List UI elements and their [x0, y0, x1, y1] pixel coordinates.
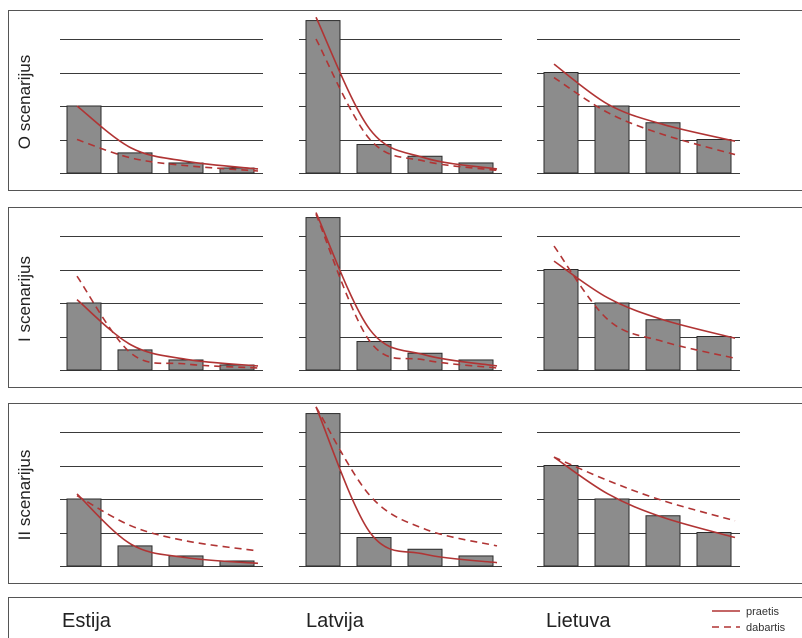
bar [305, 20, 341, 174]
legend-label-praetis: praetis [746, 606, 780, 618]
curve-praetis [315, 212, 498, 367]
curve-dabartis [76, 494, 259, 552]
curve-praetis [553, 63, 736, 142]
bar [117, 152, 153, 174]
curve-dabartis [553, 456, 736, 522]
bar [305, 217, 341, 371]
row-label: O scenarijus [15, 55, 34, 149]
country-label-estija: Estija [62, 610, 112, 632]
bar [168, 555, 204, 567]
curve-praetis [76, 105, 259, 170]
bar [117, 545, 153, 567]
row-label: II scenarijus [15, 450, 34, 541]
panel-frame [8, 10, 802, 191]
bar [594, 302, 630, 371]
curve-praetis [76, 493, 259, 565]
bar [696, 532, 732, 567]
panel-frame [8, 207, 802, 388]
bar [66, 105, 102, 174]
bar [645, 319, 681, 371]
bar [168, 162, 204, 174]
bar [696, 139, 732, 174]
bar [543, 465, 579, 567]
bar [356, 537, 392, 567]
curve-praetis [315, 16, 498, 170]
bar [407, 155, 443, 174]
curve-dabartis [553, 76, 736, 156]
bar [543, 72, 579, 174]
curve-dabartis [315, 406, 498, 547]
bar [66, 302, 102, 371]
scenario-panels: O scenarijus I scenarijus II scenarijus [8, 10, 802, 584]
curve-praetis [315, 406, 498, 564]
bar [696, 336, 732, 371]
country-label-latvija: Latvija [306, 610, 365, 632]
legend: praetis dabartis [712, 606, 786, 634]
legend-label-dabartis: dabartis [746, 622, 786, 634]
bottom-label-panel: Estija Latvija Lietuva praetis dabartis [8, 597, 802, 638]
curve-dabartis [553, 245, 736, 360]
bar [594, 105, 630, 174]
bar [356, 144, 392, 174]
scenario-panel-3: II scenarijus [8, 403, 802, 584]
row-label: I scenarijus [15, 256, 34, 342]
curve-praetis [553, 456, 736, 539]
curve-dabartis [76, 138, 259, 172]
curve-dabartis [315, 38, 498, 172]
bar [543, 269, 579, 371]
curve-dabartis [315, 213, 498, 369]
curve-dabartis [76, 275, 259, 369]
bar [117, 349, 153, 371]
scenario-panel-2: I scenarijus [8, 207, 802, 388]
curve-praetis [76, 299, 259, 367]
scenario-panel-1: O scenarijus [8, 10, 802, 191]
bar [407, 352, 443, 371]
panel-frame [8, 403, 802, 584]
country-label-lietuva: Lietuva [546, 610, 611, 632]
bar [305, 413, 341, 567]
bar [66, 498, 102, 567]
bar [594, 498, 630, 567]
curve-praetis [553, 260, 736, 339]
bottom-label-frame [8, 597, 802, 638]
bar [645, 515, 681, 567]
